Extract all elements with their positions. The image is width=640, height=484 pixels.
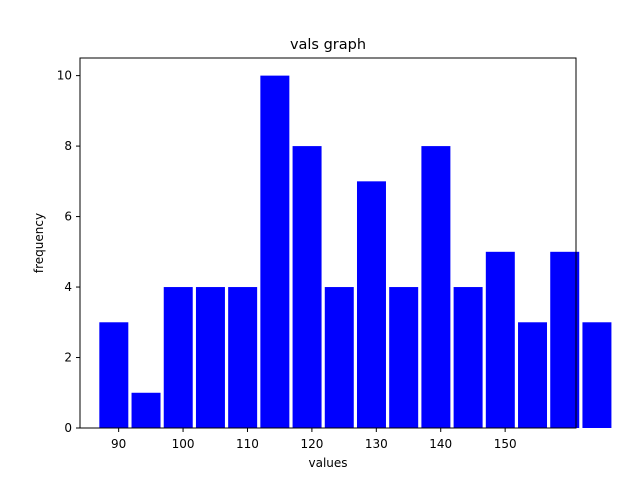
histogram-bar [485,251,515,428]
histogram-bar [356,181,386,428]
histogram-bar [99,322,129,428]
x-tick-label: 130 [365,437,388,451]
x-tick-label: 140 [429,437,452,451]
histogram-bar [131,392,161,428]
y-axis-label: frequency [32,213,46,273]
chart-title: vals graph [290,37,366,53]
histogram-bar [453,287,483,428]
y-axis-ticks: 0 2 4 6 8 10 [57,69,80,435]
histogram-bar [421,146,451,428]
histogram-bar [324,287,354,428]
y-tick-label: 10 [57,69,72,83]
bars-group [99,75,612,428]
x-tick-label: 90 [111,437,126,451]
histogram-bar [550,251,580,428]
y-tick-label: 4 [64,280,72,294]
axes-frame [79,57,577,429]
x-axis-ticks: 90 100 110 120 130 140 150 [111,428,517,451]
histogram-bar [582,322,612,428]
histogram-bar [389,287,419,428]
y-tick-label: 6 [64,210,72,224]
y-tick-label: 8 [64,139,72,153]
histogram-bar [163,287,193,428]
x-tick-label: 100 [172,437,195,451]
y-tick-label: 2 [64,351,72,365]
histogram-bar [228,287,258,428]
x-axis-label: values [308,456,347,470]
histogram-bar [518,322,548,428]
histogram-bar [195,287,225,428]
y-tick-label: 0 [64,421,72,435]
x-tick-label: 110 [236,437,259,451]
histogram-bar [260,75,290,428]
x-tick-label: 150 [494,437,517,451]
x-tick-label: 120 [300,437,323,451]
histogram-bar [292,146,322,428]
